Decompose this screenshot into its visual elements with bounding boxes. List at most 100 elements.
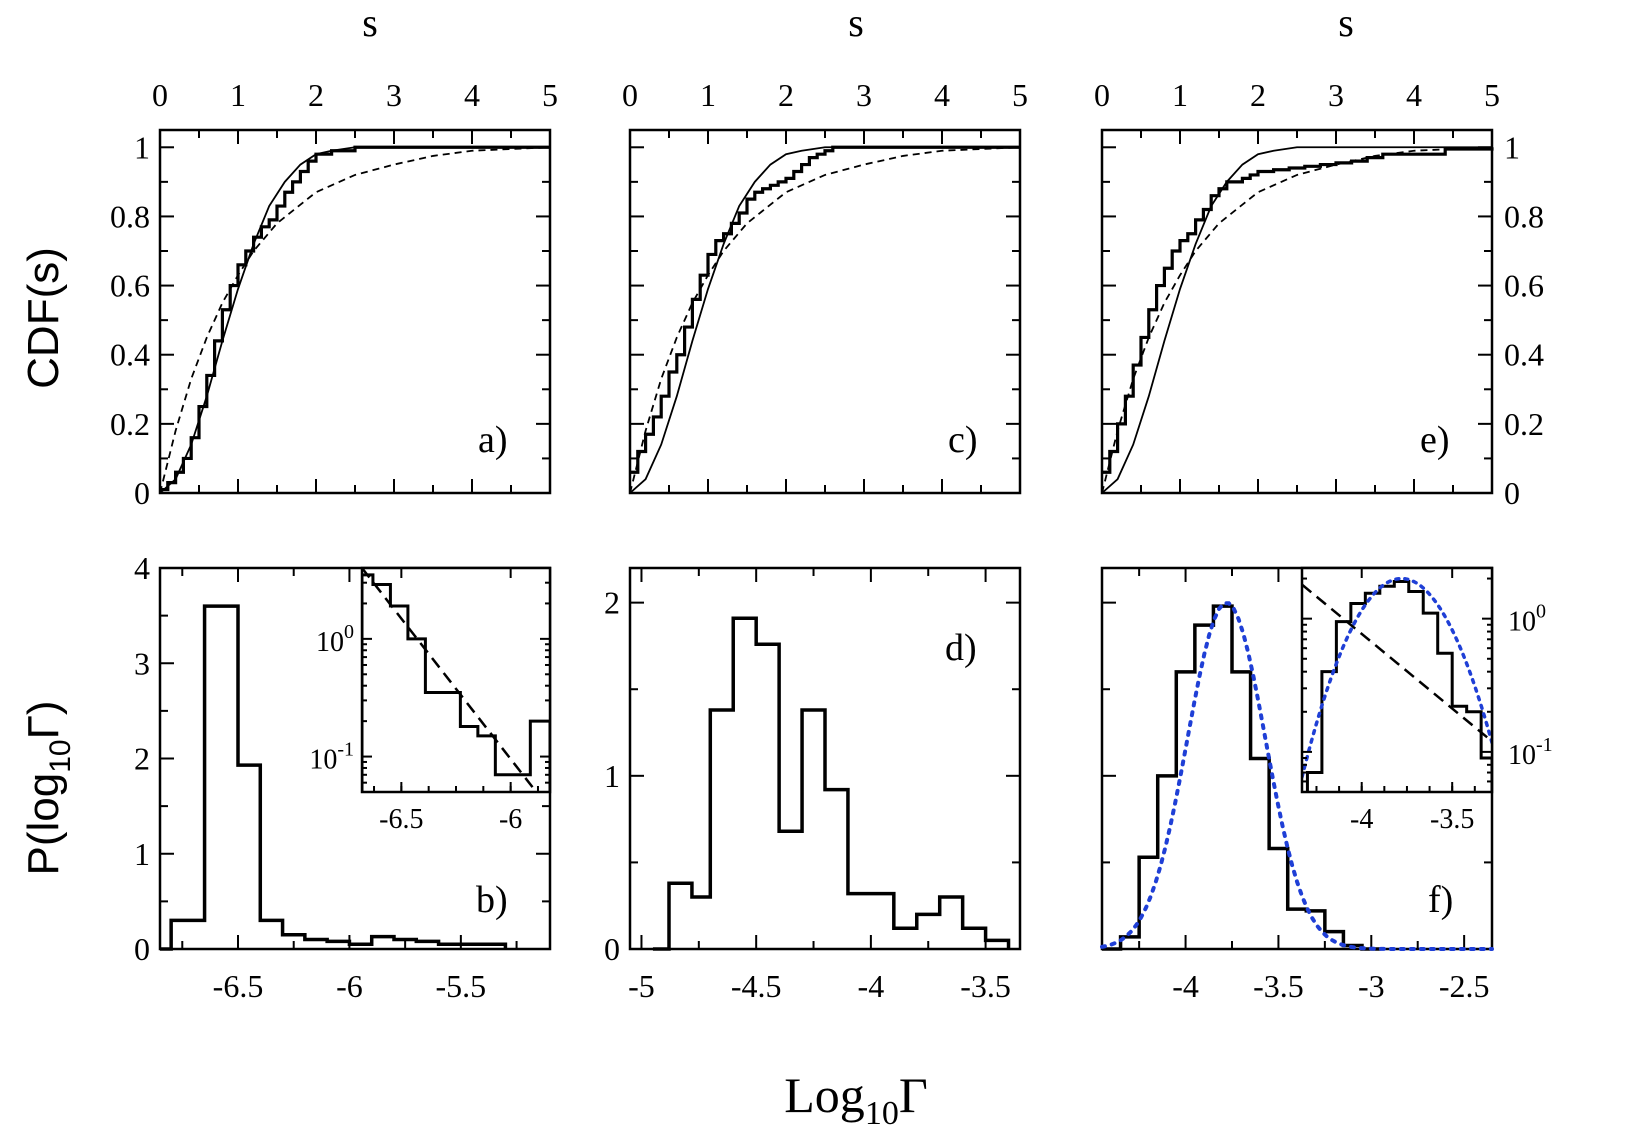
top-xlabel-c: s [848,0,864,45]
panel-b: -6.5 -6 -5.5 0 1 2 3 4 -6.5 -6 100 10-1 b) [134,550,552,1004]
y-tick-label: 1 [134,129,150,165]
x-tick-label: -3 [1358,968,1385,1004]
y-tick-label: 0.8 [110,198,150,234]
panel-c: 0 1 2 3 4 5 c) [622,77,1028,495]
y-tick-label: 1 [604,758,620,794]
y-tick-label: 0 [604,931,620,967]
bottom-xlabel-sub: 10 [865,1095,899,1131]
bottom-xlabel: Log10Γ [784,1067,927,1131]
x-tick-label: 1 [700,77,716,113]
y-tick-label: 3 [134,645,150,681]
cdf-step-c [630,145,1020,474]
y-tick-label: 0.2 [1504,406,1544,442]
panel-d: -5 -4.5 -4 -3.5 0 1 2 d) [604,566,1022,1004]
y-tick-label: 4 [134,550,150,586]
inset-b: -6.5 -6 100 10-1 [309,566,552,835]
bottom-ylabel: P(log10Γ) [19,701,77,876]
x-tick-label: 3 [856,77,872,113]
x-tick-label: 2 [1250,77,1266,113]
cdf-step-e [1102,147,1494,474]
y-tick-label: 0.4 [110,337,150,373]
x-tick-label: 2 [778,77,794,113]
x-tick-label: 4 [1406,77,1422,113]
gaussian-fit-f [1100,601,1494,951]
x-tick-label: 3 [386,77,402,113]
bottom-ylabel-main: P(log [19,773,68,876]
x-tick-label: 4 [934,77,950,113]
cdf-poisson-a [159,146,551,494]
top-xlabel-a: s [362,0,378,45]
x-tick-label: 1 [230,77,246,113]
histogram-d [652,616,1011,951]
x-tick-label: 0 [1094,77,1110,113]
cdf-wigner-a [159,146,550,494]
x-tick-label: 5 [1484,77,1500,113]
panel-label-a: a) [478,419,508,461]
x-tick-label: -6.5 [213,968,264,1004]
panel-label-f: f) [1428,879,1453,921]
x-tick-label: 5 [542,77,558,113]
x-tick-label: -2.5 [1439,968,1490,1004]
panel-e: 0 1 2 3 4 5 0 0.2 0.4 0.6 0.8 1 e) [1094,77,1544,511]
x-tick-label: -5.5 [436,968,487,1004]
histogram-b [160,604,508,951]
inset-bg-f [1302,568,1492,792]
inset-y-tick-exponent: 0 [1536,601,1546,623]
panel-label-c: c) [948,419,978,461]
x-tick-label: 3 [1328,77,1344,113]
x-tick-label: 2 [308,77,324,113]
x-tick-label: 1 [1172,77,1188,113]
y-tick-label: 0 [1504,475,1520,511]
y-tick-label: 2 [134,741,150,777]
inset-f: -4 -3.5 100 10-1 [1300,566,1553,835]
cdf-step-a [160,145,550,492]
x-tick-label: -4.5 [731,968,782,1004]
cdf-poisson-e [1101,146,1493,494]
y-tick-label: 0.6 [1504,268,1544,304]
panels: 0 1 2 3 4 500.20.40.60.81a)0 1 2 3 4 5c)0 1 2 3 4 500.2… [110,77,1553,1004]
inset-x-tick-label: -6.5 [379,804,423,835]
panel-label-d: d) [945,627,977,669]
inset-y-tick-exponent: 0 [344,621,354,643]
y-tick-label: 0.8 [1504,198,1544,234]
x-tick-label: -4 [858,968,885,1004]
inset-powerlaw-fit-b [362,568,534,788]
bottom-ylabel-end: Γ) [19,701,68,740]
panel-label-e: e) [1420,419,1450,461]
inset-gaussian-fit-f [1302,576,1492,779]
inset-histogram-b [362,573,550,792]
top-ylabel: CDF(s) [19,247,68,389]
x-tick-label: 5 [1012,77,1028,113]
bottom-xlabel-main: Log [784,1067,865,1123]
bottom-xlabel-end: Γ [899,1067,928,1123]
inset-powerlaw-fit-f [1302,583,1492,743]
x-tick-label: -6 [336,968,363,1004]
inset-plot-f [1302,576,1492,792]
bottom-ylabel-sub: 10 [44,739,77,772]
inset-y-tick-exponent: -1 [337,739,354,761]
panel-a: 0 1 2 3 4 500.20.40.60.81a) [110,77,558,511]
inset-x-tick-label: -4 [1350,804,1373,835]
x-tick-label: -5 [628,968,655,1004]
inset-y-tick-label: 100 [1508,601,1546,638]
inset-histogram-f [1305,580,1492,792]
x-tick-label: -3.5 [960,968,1011,1004]
panel-f: -4 -3.5 -3 -2.5 -4 -3.5 100 10-1 f) [1100,566,1553,1004]
x-tick-label: -3.5 [1253,968,1304,1004]
x-tick-label: -4 [1172,968,1199,1004]
panel-frame-d [628,566,1022,951]
inset-plot-b [362,568,550,792]
cdf-wigner-e [1101,146,1492,494]
y-tick-label: 2 [604,585,620,621]
histogram-f [1102,604,1381,951]
inset-y-tick-label: 100 [316,621,354,658]
y-tick-label: 1 [1504,129,1520,165]
panel-label-b: b) [476,879,508,921]
inset-y-tick-label: 10-1 [309,739,354,776]
y-tick-label: 0.2 [110,406,150,442]
y-tick-label: 0.4 [1504,337,1544,373]
inset-x-tick-label: -3.5 [1430,804,1474,835]
y-tick-label: 0.6 [110,268,150,304]
x-tick-label: 0 [152,77,168,113]
